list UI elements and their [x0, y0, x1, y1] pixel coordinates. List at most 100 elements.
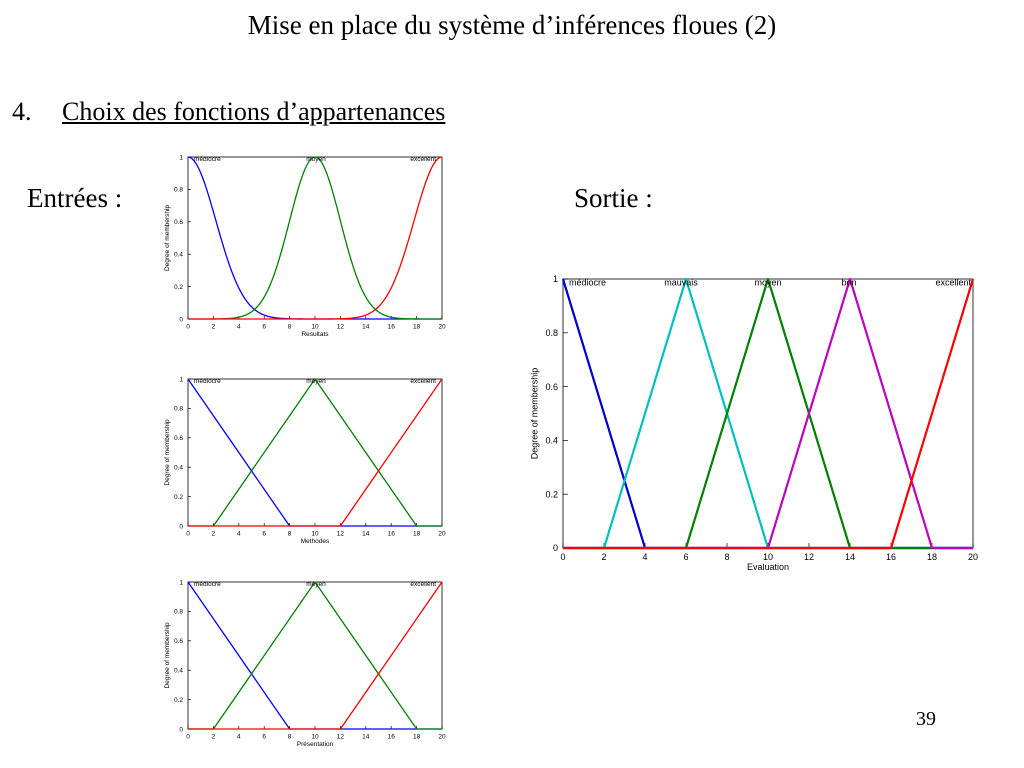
x-tick-label: 10 [311, 324, 319, 331]
series-line-2 [188, 156, 443, 320]
y-tick-label: 0.6 [174, 219, 183, 226]
series-label-1: moyen [306, 378, 326, 385]
y-tick-label: 0 [553, 543, 558, 553]
x-tick-label: 8 [288, 734, 292, 741]
x-tick-label: 6 [262, 734, 266, 741]
output-membership-chart: 0 2 4 6 8 10 12 14 16 18 20 0 0.2 0.4 0.6 0.8 1 Evaluatio… [528, 273, 980, 593]
series-label-2: moyen [754, 278, 781, 288]
y-tick-label: 0.4 [174, 251, 183, 258]
x-tick-label: 18 [413, 734, 421, 741]
x-tick-label: 18 [413, 324, 421, 331]
series-label-1: moyen [306, 581, 326, 588]
x-tick-label: 20 [968, 552, 978, 562]
y-tick-label: 1 [179, 376, 183, 383]
series-label-0: médiocre [194, 581, 221, 588]
y-tick-label: 1 [553, 274, 558, 284]
x-tick-label: 20 [438, 734, 446, 741]
series-label-1: mauvais [664, 278, 698, 288]
series-label-0: médiocre [569, 278, 606, 288]
y-tick-label: 0.8 [545, 328, 558, 338]
y-tick-label: 1 [179, 579, 183, 586]
y-axis-label: Degree of membership [164, 622, 171, 688]
x-tick-label: 14 [845, 552, 855, 562]
series-label-3: bon [841, 278, 856, 288]
x-tick-label: 20 [438, 531, 446, 538]
series-line-4 [563, 278, 975, 550]
x-tick-label: 6 [683, 552, 688, 562]
x-axis-label: Methodes [301, 538, 330, 545]
y-tick-label: 0.6 [545, 382, 558, 392]
x-tick-label: 10 [311, 734, 319, 741]
x-tick-label: 12 [337, 734, 345, 741]
input-2-membership-chart: 0 2 4 6 8 10 12 14 16 18 20 0 0.2 0.4 0.6 0.8 1 Methodes D… [160, 365, 450, 557]
y-tick-label: 0 [179, 316, 183, 323]
y-tick-label: 0.4 [545, 436, 558, 446]
x-axis-label: Resultats [301, 331, 329, 338]
series-label-0: médiocre [194, 378, 221, 385]
series-label-2: excellent [410, 378, 436, 385]
y-tick-label: 0.4 [174, 667, 183, 674]
plot-area [187, 378, 443, 527]
x-tick-label: 2 [212, 324, 216, 331]
x-tick-label: 6 [262, 531, 266, 538]
y-tick-label: 0.4 [174, 464, 183, 471]
y-axis-label: Degree of membership [530, 368, 540, 460]
x-tick-label: 4 [237, 531, 241, 538]
x-tick-label: 8 [288, 324, 292, 331]
x-tick-label: 14 [362, 531, 370, 538]
x-tick-label: 18 [413, 531, 421, 538]
x-tick-label: 4 [237, 324, 241, 331]
chart-svg: 0 2 4 6 8 10 12 14 16 18 20 0 0.2 0.4 0.6 0.8 1 Resultats… [164, 154, 446, 338]
y-tick-label: 0.6 [174, 435, 183, 442]
x-axis-label: Présentation [297, 741, 334, 748]
x-tick-label: 16 [388, 324, 396, 331]
x-tick-label: 2 [212, 734, 216, 741]
y-axis-label: Degree of membership [164, 419, 171, 485]
list-item-number: 4. [12, 97, 32, 126]
slide-title: Mise en place du système d’inférences fl… [247, 10, 777, 40]
chart-svg: 0 2 4 6 8 10 12 14 16 18 20 0 0.2 0.4 0.6 0.8 1 Evaluatio… [530, 274, 978, 572]
series-label-4: excellent [935, 278, 971, 288]
y-tick-label: 0.8 [174, 406, 183, 413]
x-tick-label: 4 [642, 552, 647, 562]
plot-area [562, 278, 974, 549]
input-1-membership-chart: 0 2 4 6 8 10 12 14 16 18 20 0 0.2 0.4 0.6 0.8 1 Resultats… [160, 143, 450, 338]
y-tick-label: 0.2 [545, 489, 558, 499]
y-axis-label: Degree of membership [164, 205, 171, 271]
chart-svg: 0 2 4 6 8 10 12 14 16 18 20 0 0.2 0.4 0.6 0.8 1 Methodes D… [164, 376, 446, 545]
x-tick-label: 0 [186, 734, 190, 741]
series-label-2: excellent [410, 156, 436, 163]
x-tick-label: 0 [560, 552, 565, 562]
x-tick-label: 8 [724, 552, 729, 562]
x-tick-label: 20 [438, 324, 446, 331]
x-tick-label: 16 [388, 734, 396, 741]
plot-area [187, 156, 443, 320]
x-tick-label: 10 [311, 531, 319, 538]
x-tick-label: 16 [388, 531, 396, 538]
x-tick-label: 12 [804, 552, 814, 562]
chart-svg: 0 2 4 6 8 10 12 14 16 18 20 0 0.2 0.4 0.6 0.8 1 Présentat… [164, 579, 446, 748]
y-tick-label: 0.8 [174, 609, 183, 616]
x-tick-label: 14 [362, 734, 370, 741]
x-tick-label: 12 [337, 324, 345, 331]
series-line-2 [188, 378, 443, 527]
input-3-membership-chart: 0 2 4 6 8 10 12 14 16 18 20 0 0.2 0.4 0.6 0.8 1 Présentat… [160, 568, 450, 763]
x-axis-label: Evaluation [747, 562, 789, 572]
x-tick-label: 12 [337, 531, 345, 538]
y-tick-label: 0 [179, 523, 183, 530]
y-tick-label: 0.2 [174, 494, 183, 501]
x-tick-label: 18 [927, 552, 937, 562]
x-tick-label: 14 [362, 324, 370, 331]
x-tick-label: 16 [886, 552, 896, 562]
x-tick-label: 4 [237, 734, 241, 741]
y-tick-label: 1 [179, 154, 183, 161]
x-tick-label: 0 [186, 531, 190, 538]
y-tick-label: 0.8 [174, 187, 183, 194]
list-item-heading: Choix des fonctions d’appartenances [62, 97, 446, 126]
y-tick-label: 0.2 [174, 284, 183, 291]
x-tick-label: 0 [186, 324, 190, 331]
series-label-2: excellent [410, 581, 436, 588]
x-tick-label: 2 [601, 552, 606, 562]
x-tick-label: 8 [288, 531, 292, 538]
